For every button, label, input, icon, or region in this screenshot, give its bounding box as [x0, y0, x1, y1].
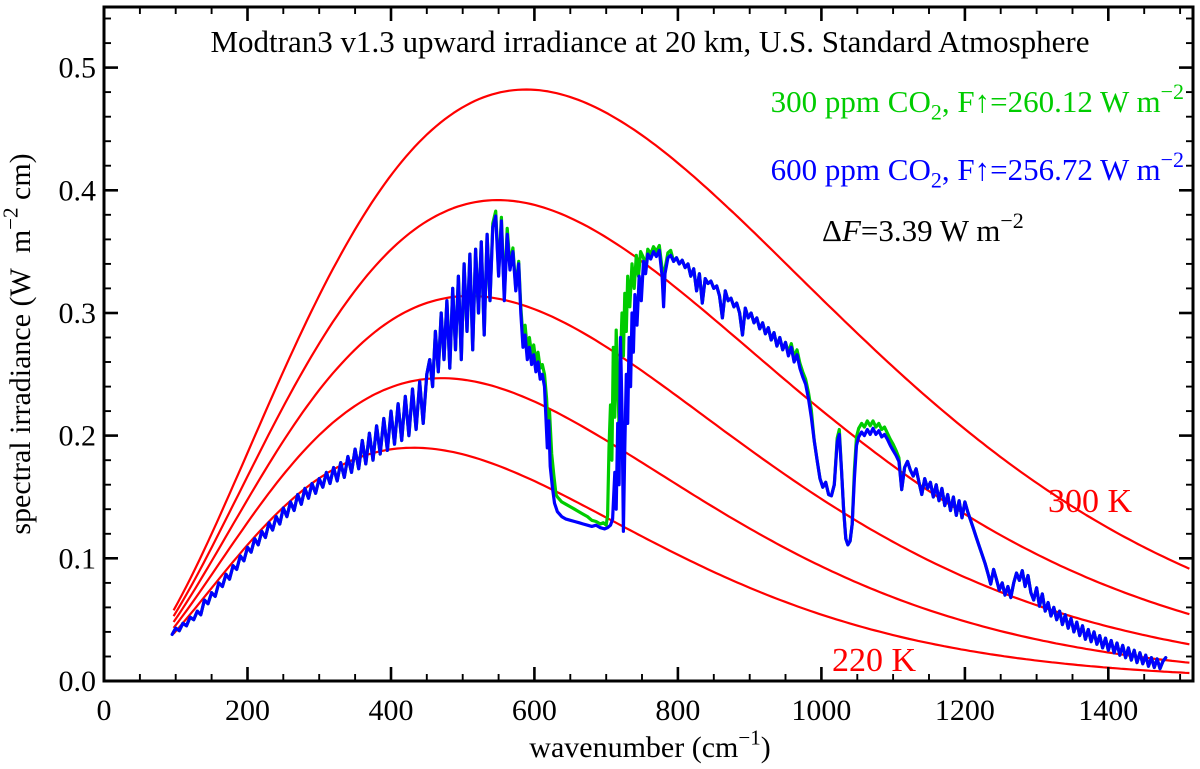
x-tick-label: 1200 — [935, 694, 995, 727]
label-300K: 300 K — [1048, 483, 1133, 520]
x-tick-label: 800 — [655, 694, 700, 727]
planck-curve-220K — [172, 446, 1190, 675]
label-220K: 220 K — [832, 642, 917, 679]
y-tick-label: 0.1 — [59, 542, 97, 575]
x-tick-label: 600 — [512, 694, 557, 727]
y-tick-label: 0.0 — [59, 665, 97, 698]
legend-300ppm: 300 ppm CO2, F↑=260.12 W m−2 — [771, 79, 1184, 124]
planck-curve-300K — [172, 88, 1190, 611]
y-tick-label: 0.5 — [59, 52, 97, 85]
spectrum-600ppm — [170, 214, 1168, 671]
x-tick-label: 200 — [225, 694, 270, 727]
axis-ticks — [102, 7, 1193, 683]
x-tick-label: 1000 — [791, 694, 851, 727]
x-tick-label: 1400 — [1078, 694, 1138, 727]
x-tick-label: 400 — [369, 694, 414, 727]
spectrum-300ppm — [170, 209, 1168, 671]
planck-curves — [172, 88, 1190, 675]
delta-f: ΔF=3.39 W m−2 — [822, 208, 1024, 248]
y-tick-label: 0.2 — [59, 420, 97, 453]
legend-600ppm: 600 ppm CO2, F↑=256.72 W m−2 — [771, 147, 1184, 192]
y-tick-label: 0.3 — [59, 297, 97, 330]
planck-curve-260K — [172, 294, 1190, 646]
y-tick-label: 0.4 — [59, 174, 97, 207]
chart-title: Modtran3 v1.3 upward irradiance at 20 km… — [210, 24, 1089, 59]
x-axis-label: wavenumber (cm−1) — [529, 725, 770, 764]
planck-curve-280K — [172, 199, 1190, 617]
plot-area — [170, 88, 1190, 675]
plot-frame — [102, 5, 1195, 683]
y-axis-label: spectral irradiance (W m−2 cm) — [0, 153, 37, 534]
planck-curve-240K — [172, 377, 1190, 664]
x-tick-label: 0 — [97, 694, 112, 727]
